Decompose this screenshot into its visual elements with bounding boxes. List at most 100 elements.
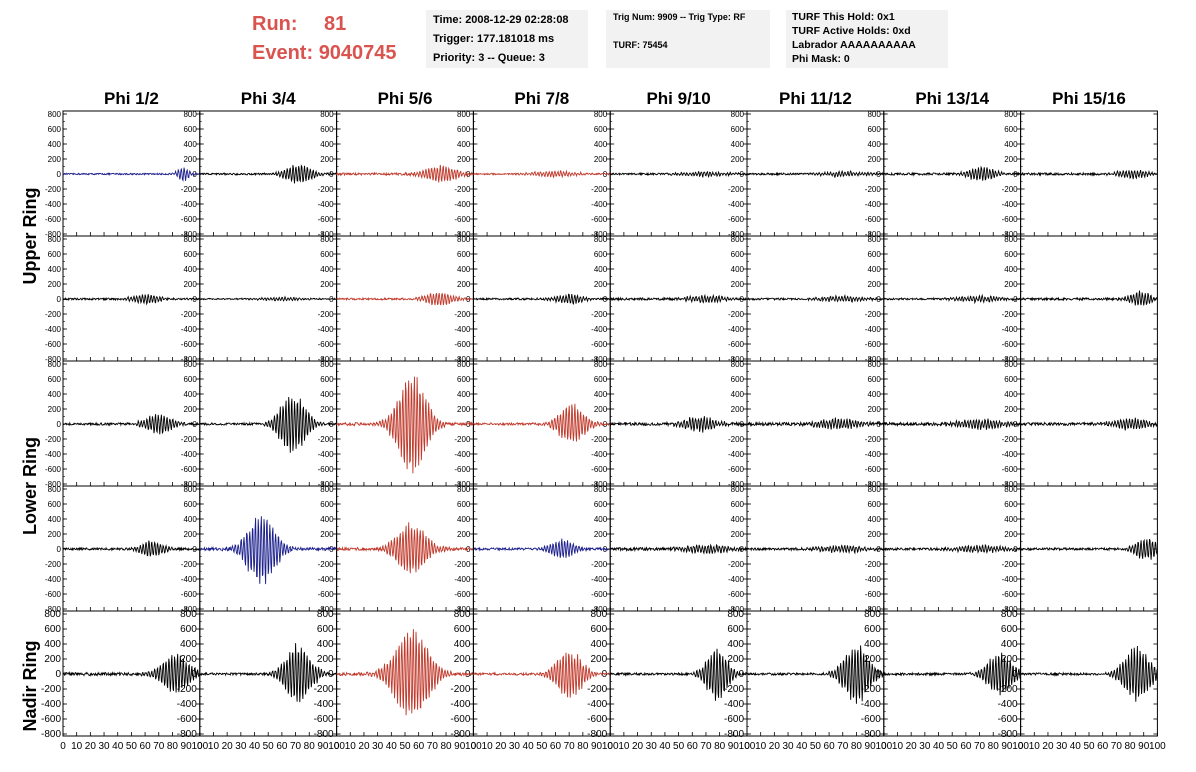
y-tick-label: -800 <box>591 480 608 489</box>
y-tick-label: -400 <box>591 325 608 334</box>
x-tick-label: 90 <box>728 741 740 752</box>
y-tick-label: -600 <box>865 465 882 474</box>
y-tick-label: 400 <box>1004 140 1018 149</box>
y-tick-label: -600 <box>450 714 470 725</box>
x-tick-label: 60 <box>687 741 699 752</box>
y-tick-label: -600 <box>591 215 608 224</box>
y-tick-label: -400 <box>318 325 335 334</box>
y-tick-label: 200 <box>44 654 61 665</box>
y-tick-label: -800 <box>450 729 470 740</box>
y-tick-label: 400 <box>594 140 608 149</box>
column-header: Phi 11/12 <box>779 89 852 108</box>
y-tick-label: -200 <box>454 310 471 319</box>
y-tick-label: -600 <box>454 215 471 224</box>
y-tick-label: -800 <box>865 355 882 364</box>
y-tick-label: -200 <box>1002 560 1019 569</box>
waveform-trace <box>62 294 201 306</box>
y-tick-label: -200 <box>454 435 471 444</box>
y-tick-label: 600 <box>320 500 334 509</box>
y-tick-label: 600 <box>1004 500 1018 509</box>
waveform-trace <box>883 293 1022 305</box>
y-tick-label: 200 <box>867 530 881 539</box>
y-tick-label: -800 <box>1002 605 1019 614</box>
y-tick-label: 600 <box>320 375 334 384</box>
y-tick-label: 800 <box>594 235 608 244</box>
y-tick-label: -200 <box>45 560 62 569</box>
y-tick-label: 600 <box>731 500 745 509</box>
y-tick-label: 600 <box>594 125 608 134</box>
y-tick-label: 200 <box>594 280 608 289</box>
x-tick-label: 90 <box>454 741 466 752</box>
y-tick-label: 400 <box>867 140 881 149</box>
y-tick-label: 400 <box>457 140 471 149</box>
y-tick-label: -200 <box>314 684 334 695</box>
y-tick-label: -400 <box>45 325 62 334</box>
y-tick-label: 600 <box>864 624 881 635</box>
x-tick-label: 30 <box>646 741 658 752</box>
x-tick-label: 20 <box>1042 741 1054 752</box>
y-tick-label: 800 <box>457 235 471 244</box>
y-tick-label: -600 <box>454 340 471 349</box>
x-tick-label: 10 <box>618 741 630 752</box>
y-tick-label: -800 <box>318 355 335 364</box>
y-tick-label: -400 <box>865 450 882 459</box>
y-tick-label: 600 <box>48 125 62 134</box>
y-tick-label: -600 <box>45 590 62 599</box>
y-tick-label: 200 <box>320 155 334 164</box>
x-tick-label: 70 <box>564 741 576 752</box>
y-tick-label: 400 <box>183 265 197 274</box>
y-tick-label: 800 <box>317 609 334 620</box>
y-tick-label: 200 <box>183 155 197 164</box>
waveform-trace <box>746 645 884 704</box>
y-tick-label: -600 <box>318 465 335 474</box>
y-tick-label: 800 <box>867 360 881 369</box>
y-tick-label: 800 <box>731 360 745 369</box>
y-tick-label: -400 <box>861 699 881 710</box>
turf-text: TURF: 75454 <box>613 40 668 50</box>
turf-active-text: TURF Active Holds: 0xd <box>792 25 911 37</box>
y-tick-label: -800 <box>728 355 745 364</box>
y-tick-label: 0 <box>738 669 744 680</box>
y-tick-label: 0 <box>466 420 471 429</box>
y-tick-label: 200 <box>1004 405 1018 414</box>
phi-mask-text: Phi Mask: 0 <box>792 53 850 65</box>
y-tick-label: 600 <box>457 125 471 134</box>
y-tick-label: -400 <box>318 450 335 459</box>
x-tick-label: 0 <box>334 741 340 752</box>
y-tick-label: -800 <box>454 480 471 489</box>
waveform-trace <box>883 543 1022 555</box>
x-tick-label: 10 <box>755 741 767 752</box>
x-tick-label: 10 <box>892 741 904 752</box>
y-tick-label: 400 <box>317 639 334 650</box>
y-tick-label: 800 <box>1004 360 1018 369</box>
y-tick-label: -400 <box>454 450 471 459</box>
y-tick-label: 800 <box>320 235 334 244</box>
x-tick-label: 90 <box>865 741 877 752</box>
y-tick-label: -600 <box>318 590 335 599</box>
y-tick-label: 600 <box>317 624 334 635</box>
x-tick-label: 50 <box>1083 741 1095 752</box>
y-tick-label: -200 <box>454 560 471 569</box>
y-tick-label: -400 <box>41 699 61 710</box>
waveform-trace <box>609 416 748 433</box>
y-tick-label: 200 <box>457 405 471 414</box>
y-tick-label: 600 <box>183 375 197 384</box>
y-tick-label: 400 <box>867 265 881 274</box>
y-tick-label: -600 <box>45 465 62 474</box>
waveform-trace <box>883 418 1022 430</box>
y-tick-label: 400 <box>457 390 471 399</box>
y-tick-label: -600 <box>181 215 198 224</box>
y-tick-label: -600 <box>45 340 62 349</box>
x-tick-label: 40 <box>386 741 398 752</box>
y-tick-label: 400 <box>727 639 744 650</box>
y-tick-label: -200 <box>587 684 607 695</box>
y-tick-label: -400 <box>318 200 335 209</box>
y-tick-label: 800 <box>48 110 62 119</box>
y-tick-label: 600 <box>183 250 197 259</box>
y-tick-label: 800 <box>867 485 881 494</box>
y-tick-label: -800 <box>45 230 62 239</box>
waveform-trace <box>336 629 474 716</box>
x-tick-label: 40 <box>249 741 261 752</box>
y-tick-label: 400 <box>48 265 62 274</box>
y-tick-label: 200 <box>727 654 744 665</box>
